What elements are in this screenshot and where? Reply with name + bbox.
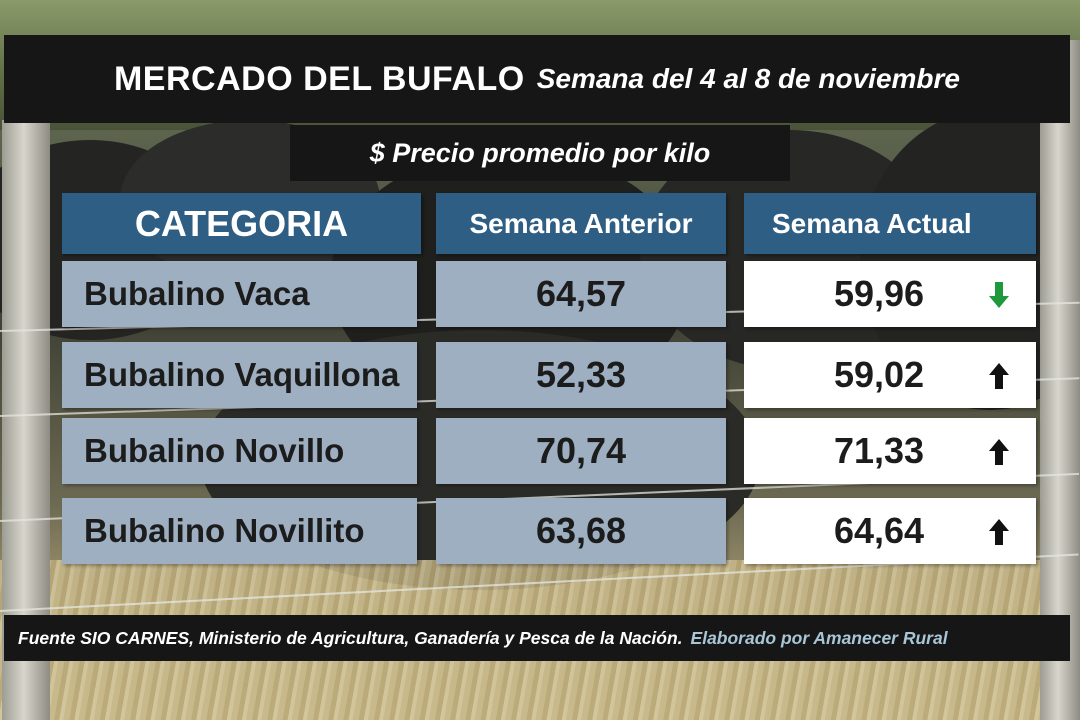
row-current-cell: 59,96 [744, 261, 1036, 327]
row-category-cell: Bubalino Novillito [62, 498, 417, 564]
row-current-cell: 71,33 [744, 418, 1036, 484]
page-title: MERCADO DEL BUFALO [113, 59, 525, 98]
source-text: Fuente SIO CARNES, Ministerio de Agricul… [18, 627, 683, 648]
column-header-current-week: Semana Actual [744, 193, 1036, 254]
column-header-category: CATEGORIA [62, 193, 421, 254]
column-header-previous-week: Semana Anterior [436, 193, 726, 254]
source-footer: Fuente SIO CARNES, Ministerio de Agricul… [4, 615, 1070, 661]
current-value: 64,64 [833, 510, 925, 551]
trend-arrow-icon [989, 519, 1009, 545]
current-value: 59,96 [833, 273, 925, 314]
row-current-cell: 59,02 [744, 342, 1036, 408]
credit-text: Elaborado por Amanecer Rural [690, 627, 948, 648]
row-previous-cell: 70,74 [436, 418, 726, 484]
title-bar: MERCADO DEL BUFALO Semana del 4 al 8 de … [4, 35, 1070, 123]
row-category-cell: Bubalino Vaca [62, 261, 417, 327]
row-previous-cell: 52,33 [436, 342, 726, 408]
row-current-cell: 64,64 [744, 498, 1036, 564]
trend-arrow-icon [989, 363, 1009, 389]
trend-arrow-icon [989, 282, 1009, 308]
page-subtitle: Semana del 4 al 8 de noviembre [536, 63, 960, 94]
row-previous-cell: 63,68 [436, 498, 726, 564]
row-previous-cell: 64,57 [436, 261, 726, 327]
price-caption: $ Precio promedio por kilo [290, 125, 790, 181]
current-value: 71,33 [833, 430, 925, 471]
trend-arrow-icon [989, 439, 1009, 465]
row-category-cell: Bubalino Vaquillona [62, 342, 417, 408]
current-value: 59,02 [833, 354, 925, 395]
row-category-cell: Bubalino Novillo [62, 418, 417, 484]
